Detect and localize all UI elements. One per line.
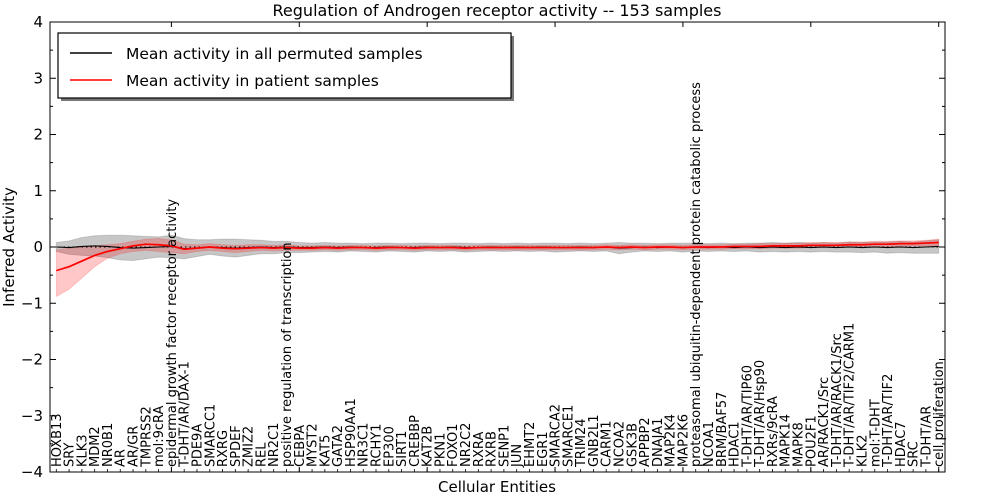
x-category-label: HDAC7	[894, 421, 909, 467]
x-category-label: APPBP2	[638, 417, 653, 467]
x-category-label: T-DHT/AR/TIF2	[881, 374, 896, 468]
x-category-label: CREBBP	[408, 415, 423, 467]
x-category-label: PDE9A	[190, 424, 205, 467]
x-category-label: SENP1	[497, 425, 512, 467]
legend: Mean activity in all permuted samples Me…	[57, 32, 514, 101]
x-category-label: NR0B1	[101, 423, 116, 467]
x-category-labels: HOXB13SRYKLK3MDM2NR0B1ARAR/GRTMPRSS2mol:…	[50, 82, 947, 468]
x-category-label: GSK3B	[625, 423, 640, 467]
x-category-label: GATA2	[331, 425, 346, 467]
y-tick-label: −4	[21, 463, 43, 481]
x-category-label: EGR1	[536, 431, 551, 467]
x-category-label: TRIM24	[574, 418, 589, 468]
x-category-label: MAPK8	[792, 422, 807, 467]
x-category-label: CEBPA	[293, 425, 308, 467]
legend-label-patient: Mean activity in patient samples	[126, 72, 379, 90]
x-category-label: PKN1	[433, 433, 448, 467]
x-category-label: FOXO1	[446, 424, 461, 467]
x-category-label: MYST2	[306, 423, 321, 467]
x-category-label: AR/GR	[127, 426, 142, 467]
x-category-label: POU2F1	[804, 415, 819, 467]
x-category-label: RXRB	[485, 431, 500, 467]
x-category-label: KAT2B	[421, 426, 436, 467]
x-category-label: T-DHT/AR/TIP60	[740, 365, 755, 468]
x-category-label: T-DHT/AR/RACK1/Src	[830, 333, 845, 468]
x-category-label: AR	[114, 449, 129, 467]
x-category-label: NR2C1	[267, 423, 282, 467]
x-category-label: SMARCE1	[561, 405, 576, 467]
y-tick-label: 0	[33, 238, 43, 256]
x-category-label: proteasomal ubiquitin-dependent protein …	[689, 82, 704, 467]
y-tick-label: −2	[21, 351, 43, 369]
y-tick-label: −3	[21, 407, 43, 425]
x-category-label: KLK3	[75, 434, 90, 467]
x-category-label: EHMT2	[523, 422, 538, 467]
x-category-label: HOXB13	[50, 413, 65, 467]
x-category-label: T-DHT/AR/DAX-1	[178, 361, 193, 468]
x-category-label: RXRG	[216, 430, 231, 467]
x-category-label: HSP90AA1	[344, 398, 359, 467]
y-tick-label: 1	[33, 182, 43, 200]
x-category-label: cell proliferation	[932, 361, 947, 467]
x-category-label: SMARCA2	[549, 404, 564, 467]
x-category-label: T-DHT/AR	[919, 406, 934, 468]
x-category-label: mol:T-DHT	[868, 399, 883, 467]
x-category-label: KLK2	[855, 434, 870, 467]
x-category-label: SRY	[63, 443, 78, 467]
x-category-label: SPDEF	[229, 425, 244, 467]
x-category-label: MAPK14	[779, 414, 794, 467]
x-category-label: AR/RACK1/Src	[817, 377, 832, 467]
x-category-label: REL	[254, 442, 269, 467]
series-line-1	[56, 241, 939, 272]
x-category-label: SIRT1	[395, 431, 410, 467]
x-category-label: T-DHT/AR/Hsp90	[753, 360, 768, 468]
x-category-label: TMPRSS2	[139, 406, 154, 468]
x-category-label: EP300	[382, 426, 397, 467]
y-tick-label: −1	[21, 294, 43, 312]
line-layer	[50, 241, 945, 272]
x-category-label: JUN	[510, 444, 525, 468]
x-category-label: KAT5	[318, 435, 333, 467]
x-category-label: HDAC1	[728, 421, 743, 467]
x-category-label: mol:9cRA	[152, 405, 167, 467]
y-tick-label: 2	[33, 126, 43, 144]
x-category-label: MDM2	[88, 426, 103, 467]
x-category-label: CARM1	[600, 421, 615, 468]
x-category-label: RCHY1	[370, 424, 385, 467]
x-category-label: MAP2K6	[676, 414, 691, 467]
x-category-label: positive regulation of transcription	[280, 242, 295, 467]
y-tick-label: 3	[33, 69, 43, 87]
x-category-label: NCOA1	[702, 421, 717, 467]
legend-label-permuted: Mean activity in all permuted samples	[126, 45, 423, 63]
x-category-label: SMARCC1	[203, 404, 218, 467]
y-tick-label: 4	[33, 13, 43, 31]
y-axis-label: Inferred Activity	[0, 187, 18, 307]
legend-box	[57, 32, 512, 99]
x-category-label: SRC	[907, 441, 922, 467]
x-category-label: BRM/BAF57	[715, 392, 730, 467]
x-category-label: DNAJA1	[651, 418, 666, 467]
chart-title: Regulation of Androgen receptor activity…	[273, 1, 722, 20]
x-category-label: NR2C2	[459, 423, 474, 467]
x-category-label: NCOA2	[612, 421, 627, 467]
y-tick-labels: −4 −3 −2 −1 0 1 2 3 4	[21, 13, 43, 481]
x-category-label: epidermal growth factor receptor activit…	[165, 199, 180, 467]
x-category-label: RXRs/9cRA	[766, 396, 781, 467]
x-category-label: RXRA	[472, 432, 487, 467]
x-category-label: T-DHT/AR/TIF2/CARM1	[843, 323, 858, 468]
x-category-label: MAP2K4	[664, 414, 679, 467]
x-axis-label: Cellular Entities	[438, 478, 556, 496]
x-category-label: NR3C1	[357, 423, 372, 467]
tick-layer	[50, 21, 945, 473]
x-category-label: GNB2L1	[587, 414, 602, 467]
x-category-label: ZMIZ2	[242, 426, 257, 467]
